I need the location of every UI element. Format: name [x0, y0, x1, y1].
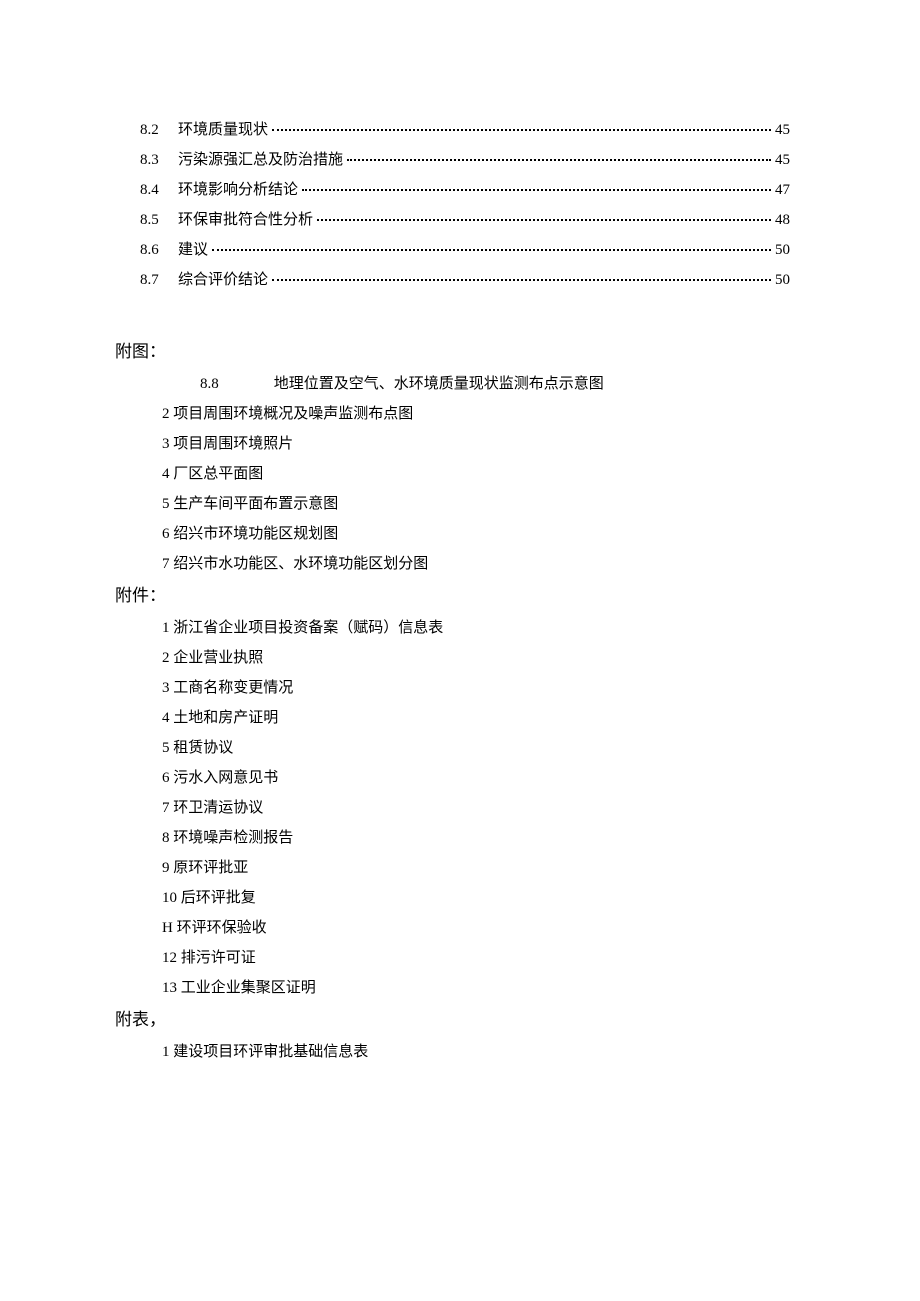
toc-item: 8.4 环境影响分析结论 47 — [130, 175, 790, 205]
appendix-item: 10 后环评批复 — [130, 883, 790, 913]
toc-title: 环境质量现状 — [178, 115, 268, 145]
toc-item: 8.7 综合评价结论 50 — [130, 265, 790, 295]
toc-item: 8.6 建议 50 — [130, 235, 790, 265]
appendix-item: 3 项目周围环境照片 — [130, 429, 790, 459]
appendix-item-number: 8.8 — [200, 369, 270, 399]
toc-item: 8.5 环保审批符合性分析 48 — [130, 205, 790, 235]
toc-item: 8.2 环境质量现状 45 — [130, 115, 790, 145]
toc-section: 8.2 环境质量现状 45 8.3 污染源强汇总及防治措施 45 8.4 环境影… — [130, 115, 790, 295]
toc-number: 8.6 — [140, 235, 178, 265]
appendix-item: 9 原环评批亚 — [130, 853, 790, 883]
toc-number: 8.3 — [140, 145, 178, 175]
appendix-item: 2 企业营业执照 — [130, 643, 790, 673]
appendix-item: 2 项目周围环境概况及噪声监测布点图 — [130, 399, 790, 429]
toc-page: 45 — [775, 145, 790, 175]
appendix-item: 7 绍兴市水功能区、水环境功能区划分图 — [130, 549, 790, 579]
appendix-item: 13 工业企业集聚区证明 — [130, 973, 790, 1003]
appendix-item: 5 租赁协议 — [130, 733, 790, 763]
toc-dots — [302, 189, 771, 191]
appendix-item: 4 土地和房产证明 — [130, 703, 790, 733]
section-heading-tables: 附表， — [115, 1003, 790, 1037]
appendix-item: 12 排污许可证 — [130, 943, 790, 973]
toc-dots — [272, 279, 771, 281]
toc-title: 污染源强汇总及防治措施 — [178, 145, 343, 175]
toc-item: 8.3 污染源强汇总及防治措施 45 — [130, 145, 790, 175]
appendix-tables-section: 附表， 1 建设项目环评审批基础信息表 — [130, 1003, 790, 1067]
toc-number: 8.5 — [140, 205, 178, 235]
appendix-item: 8 环境噪声检测报告 — [130, 823, 790, 853]
toc-number: 8.4 — [140, 175, 178, 205]
appendix-item: 4 厂区总平面图 — [130, 459, 790, 489]
appendix-figures-section: 附图： 8.8 地理位置及空气、水环境质量现状监测布点示意图 2 项目周围环境概… — [130, 335, 790, 579]
toc-number: 8.7 — [140, 265, 178, 295]
appendix-item-title: 地理位置及空气、水环境质量现状监测布点示意图 — [274, 376, 604, 392]
appendix-item: 1 建设项目环评审批基础信息表 — [130, 1037, 790, 1067]
appendix-item: 6 污水入网意见书 — [130, 763, 790, 793]
toc-page: 45 — [775, 115, 790, 145]
toc-page: 50 — [775, 235, 790, 265]
toc-dots — [272, 129, 771, 131]
appendix-item: 7 环卫清运协议 — [130, 793, 790, 823]
toc-page: 50 — [775, 265, 790, 295]
toc-title: 综合评价结论 — [178, 265, 268, 295]
toc-title: 环境影响分析结论 — [178, 175, 298, 205]
toc-page: 48 — [775, 205, 790, 235]
appendix-item: 8.8 地理位置及空气、水环境质量现状监测布点示意图 — [130, 369, 790, 399]
appendix-item: 6 绍兴市环境功能区规划图 — [130, 519, 790, 549]
toc-dots — [347, 159, 771, 161]
appendix-item: 5 生产车间平面布置示意图 — [130, 489, 790, 519]
toc-title: 环保审批符合性分析 — [178, 205, 313, 235]
appendix-attachments-section: 附件： 1 浙江省企业项目投资备案（赋码）信息表 2 企业营业执照 3 工商名称… — [130, 579, 790, 1003]
toc-dots — [212, 249, 771, 251]
toc-number: 8.2 — [140, 115, 178, 145]
toc-title: 建议 — [178, 235, 208, 265]
section-heading-attachments: 附件： — [115, 579, 790, 613]
appendix-item: 3 工商名称变更情况 — [130, 673, 790, 703]
appendix-item: 1 浙江省企业项目投资备案（赋码）信息表 — [130, 613, 790, 643]
toc-dots — [317, 219, 771, 221]
section-heading-figures: 附图： — [115, 335, 790, 369]
appendix-item: H 环评环保验收 — [130, 913, 790, 943]
toc-page: 47 — [775, 175, 790, 205]
